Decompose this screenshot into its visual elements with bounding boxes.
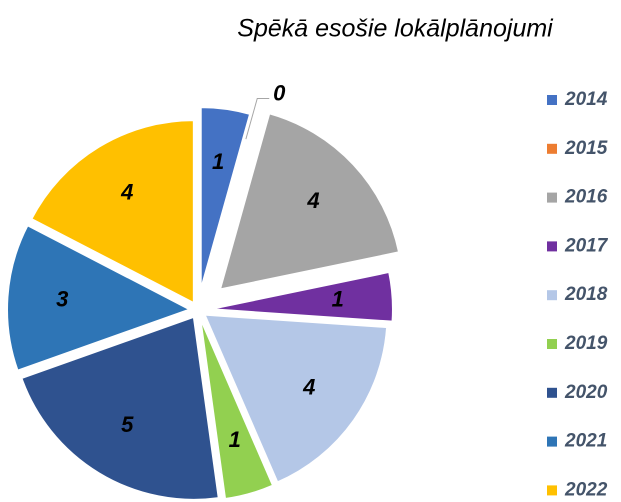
data-label: 5 — [121, 412, 134, 437]
data-label: 1 — [229, 427, 241, 452]
legend-label: 2014 — [564, 89, 608, 110]
pie-slice — [218, 112, 401, 291]
legend-swatch — [547, 241, 557, 252]
data-label: 4 — [302, 374, 315, 399]
legend-swatch — [547, 143, 557, 154]
legend-swatch — [547, 192, 557, 203]
legend-label: 2022 — [564, 479, 608, 500]
pie-slice — [199, 106, 252, 291]
legend-label: 2019 — [564, 333, 608, 354]
legend-label: 2016 — [564, 187, 608, 208]
pie-slice — [30, 119, 195, 305]
legend-swatch — [547, 485, 557, 496]
legend-label: 2021 — [564, 431, 607, 452]
legend-label: 2018 — [564, 284, 608, 305]
legend-label: 2017 — [564, 235, 609, 256]
legend-swatch — [547, 436, 557, 447]
data-label: 4 — [120, 180, 133, 205]
legend-swatch — [547, 95, 557, 105]
legend-swatch — [547, 339, 557, 349]
legend-swatch — [547, 290, 557, 301]
data-label: 0 — [273, 80, 286, 105]
legend-label: 2015 — [564, 138, 608, 159]
pie-slice — [209, 270, 394, 323]
pie-slice — [20, 315, 220, 501]
pie-slice — [6, 223, 193, 373]
chart-title: Spēkā esošie lokālplānojumi — [237, 15, 554, 43]
legend-label: 2020 — [564, 382, 608, 403]
data-label: 1 — [212, 149, 224, 174]
pie-slice — [202, 313, 389, 484]
leader-line — [245, 98, 270, 140]
data-label: 4 — [306, 188, 319, 213]
data-label: 3 — [56, 287, 68, 312]
pie-slice — [199, 317, 275, 501]
legend-swatch — [547, 387, 557, 398]
data-label: 1 — [332, 286, 344, 311]
